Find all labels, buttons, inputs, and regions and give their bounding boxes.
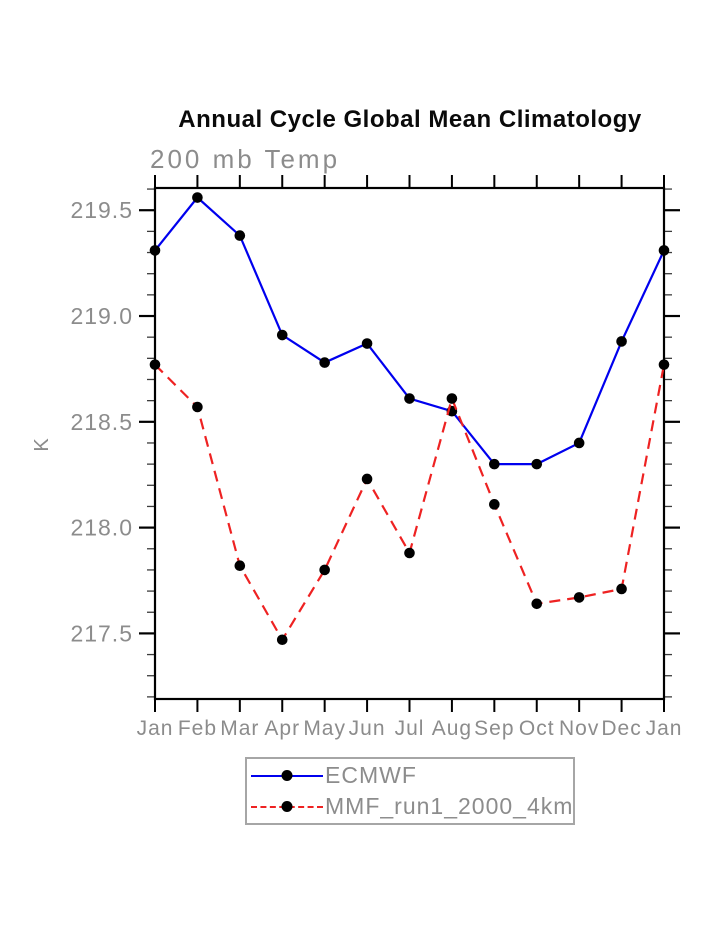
x-tick-label: Mar	[220, 717, 259, 740]
y-tick-label: 217.5	[70, 620, 133, 646]
data-point	[531, 458, 543, 470]
data-point	[276, 634, 288, 646]
x-tick-label: Jul	[395, 717, 425, 740]
data-point	[149, 359, 161, 370]
chart-subtitle: 200 mb Temp	[150, 144, 341, 174]
y-tick-label: 218.5	[70, 409, 133, 435]
data-point	[319, 564, 330, 576]
y-axis-tick-labels: 217.5 218.0 218.5 219.0 219.5	[70, 197, 133, 646]
data-point	[489, 499, 500, 510]
data-point	[573, 437, 585, 449]
x-tick-label: Jan	[646, 717, 683, 740]
x-tick-label: Oct	[519, 717, 555, 740]
legend-marker-dot	[281, 800, 293, 812]
series-markers-mmf_run1_2000_4km	[149, 359, 670, 646]
data-point	[404, 547, 415, 559]
data-point	[149, 245, 161, 256]
x-tick-label: May	[303, 717, 346, 740]
x-tick-label: Apr	[264, 717, 300, 740]
series-line-ecmwf	[154, 195, 665, 466]
x-tick-label: Jan	[137, 717, 174, 740]
y-axis-major-ticks	[139, 209, 680, 635]
x-tick-label: Sep	[474, 717, 514, 740]
data-point	[658, 245, 670, 256]
x-tick-label: Aug	[432, 717, 472, 740]
series-line-mmf_run1_2000_4km	[154, 363, 666, 642]
x-axis-tick-labels: Jan Feb Mar Apr May Jun Jul Aug Sep Oct Nov Dec Jan	[137, 717, 683, 740]
x-tick-label: Dec	[601, 717, 641, 740]
y-tick-label: 219.5	[70, 197, 133, 223]
data-point	[616, 583, 627, 595]
data-point	[361, 473, 373, 485]
y-axis-title: K	[31, 438, 53, 452]
data-point	[446, 393, 458, 404]
data-point	[234, 560, 246, 571]
data-point	[192, 192, 203, 203]
y-tick-label: 219.0	[70, 303, 133, 329]
data-point	[234, 230, 246, 241]
data-point	[404, 393, 415, 404]
legend-item-mmf: MMF_run1_2000_4km	[247, 791, 573, 822]
x-tick-label: Nov	[559, 717, 599, 740]
plot-frame	[153, 186, 666, 701]
data-point	[489, 458, 500, 470]
legend-line-sample-ecmwf	[251, 769, 323, 781]
chart-legend: ECMWF MMF_run1_2000_4km	[245, 757, 575, 825]
data-point	[276, 329, 288, 341]
y-tick-label: 218.0	[70, 515, 133, 541]
legend-label-mmf: MMF_run1_2000_4km	[325, 793, 574, 819]
legend-marker-dot	[281, 769, 293, 781]
data-point	[192, 401, 203, 413]
data-point	[573, 592, 585, 603]
y-axis-minor-ticks	[147, 188, 672, 698]
data-point	[319, 357, 330, 368]
x-tick-label: Jun	[349, 717, 386, 740]
data-point	[531, 598, 543, 610]
legend-item-ecmwf: ECMWF	[247, 760, 573, 791]
legend-label-ecmwf: ECMWF	[325, 762, 417, 788]
data-point	[658, 359, 670, 370]
x-axis-ticks	[154, 175, 665, 712]
legend-line-sample-mmf	[251, 800, 323, 812]
x-tick-label: Feb	[178, 717, 217, 740]
data-point	[616, 336, 627, 347]
chart-title: Annual Cycle Global Mean Climatology	[178, 106, 642, 133]
data-point	[361, 338, 373, 349]
series-markers-ecmwf	[149, 192, 670, 470]
